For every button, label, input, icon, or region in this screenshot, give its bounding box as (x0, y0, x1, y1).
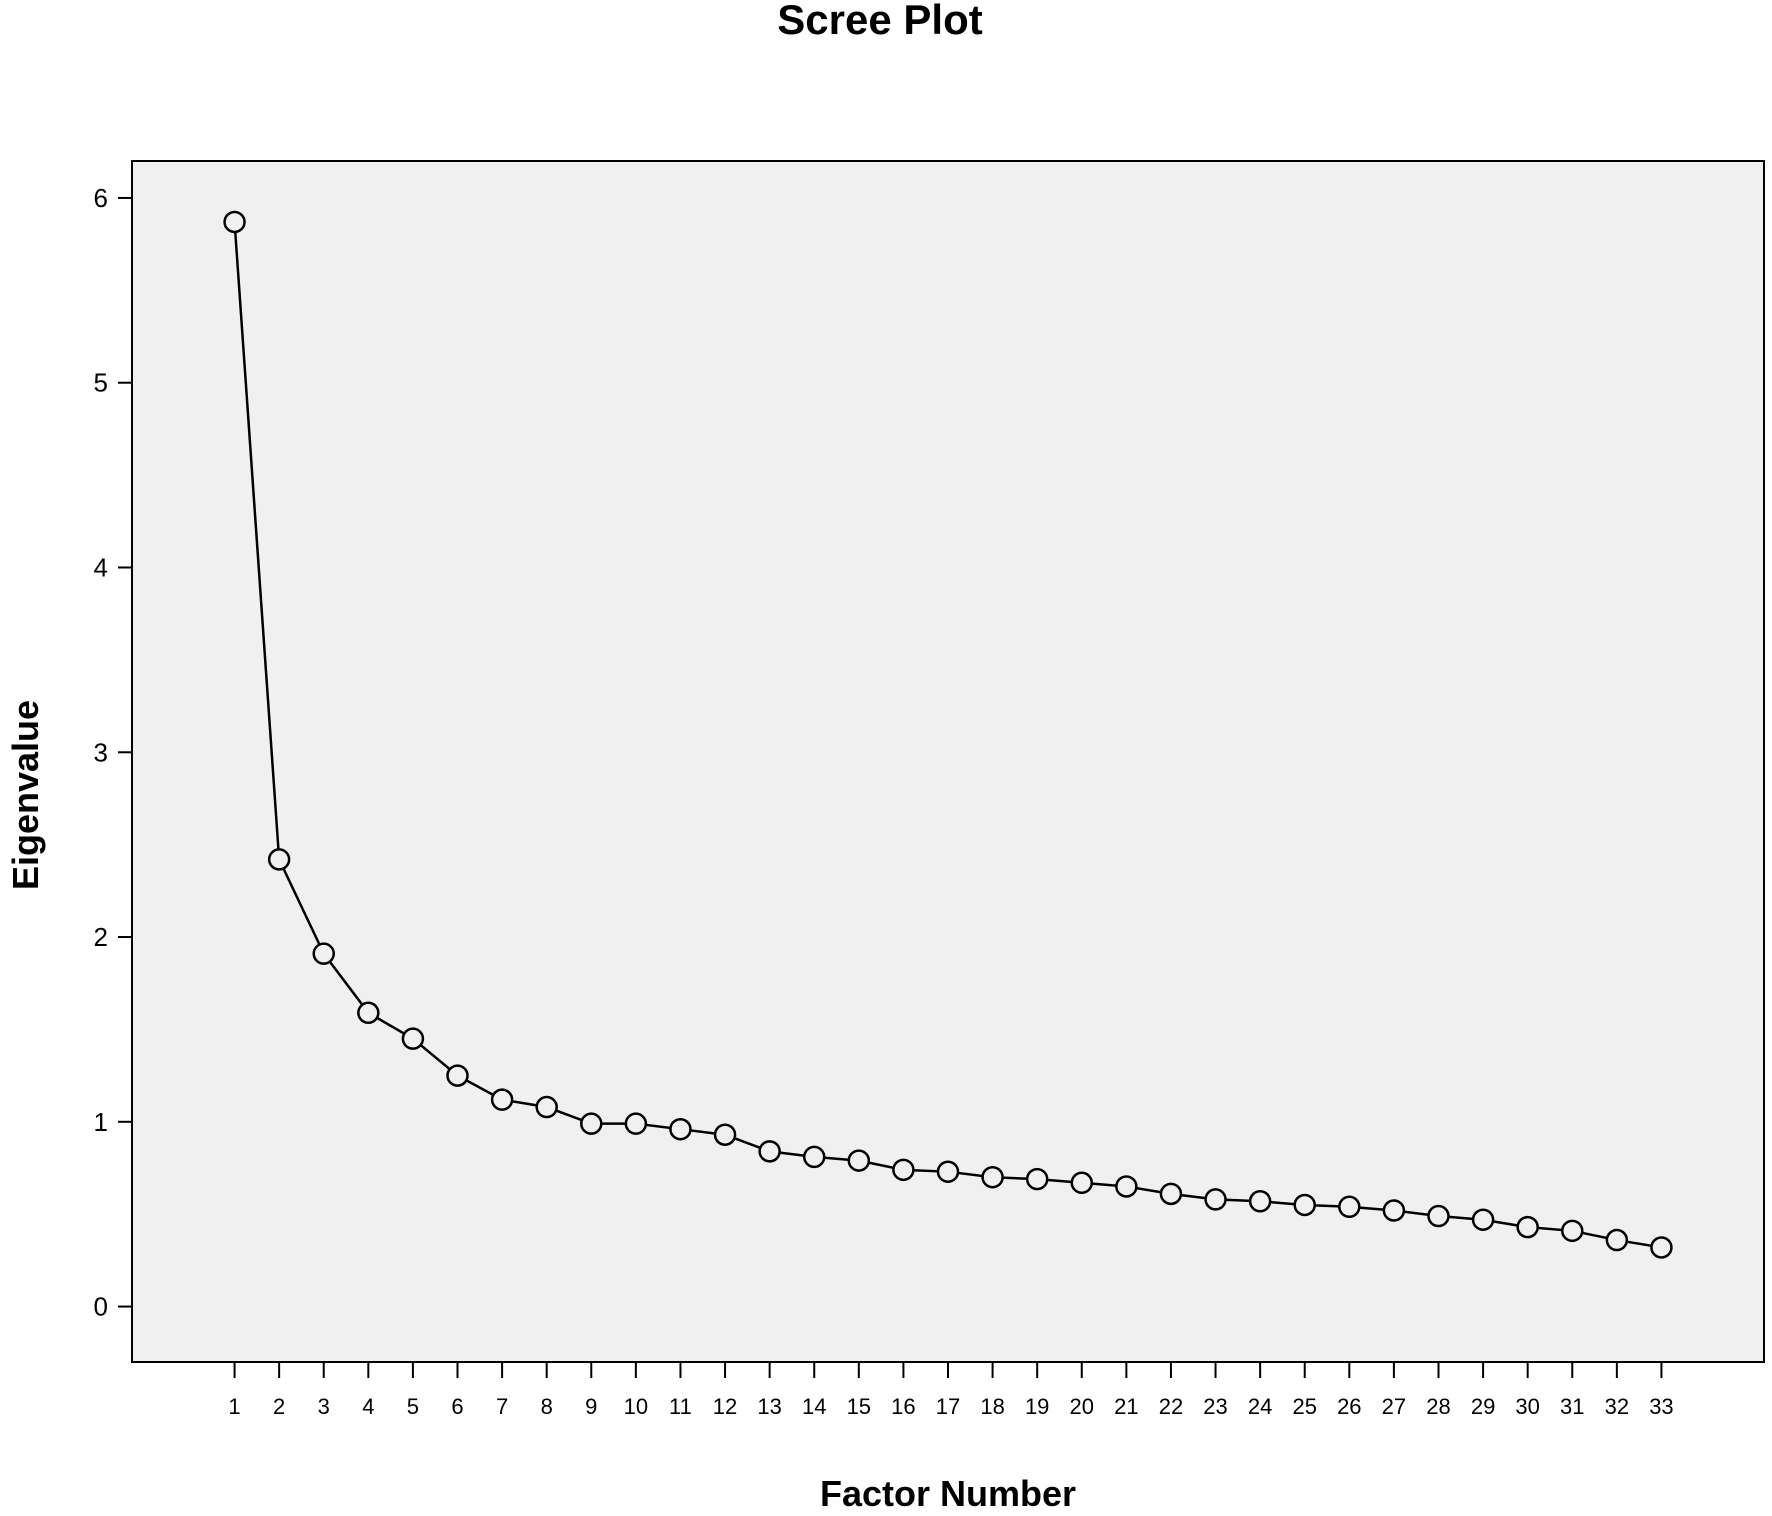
y-axis: 0 1 2 3 4 5 6 (94, 183, 132, 1322)
y-tick-label: 4 (94, 552, 108, 582)
x-tick-label: 17 (936, 1394, 960, 1419)
x-tick-label: 8 (541, 1394, 553, 1419)
x-tick-label: 7 (496, 1394, 508, 1419)
x-tick-label: 15 (847, 1394, 871, 1419)
data-points (223, 210, 1673, 1259)
data-point (713, 1123, 737, 1146)
x-tick-label: 11 (669, 1394, 692, 1419)
x-tick-label: 29 (1471, 1394, 1495, 1419)
x-tick-label: 21 (1114, 1394, 1138, 1419)
data-point (223, 210, 246, 234)
x-tick-label: 25 (1292, 1394, 1316, 1419)
data-point (1070, 1171, 1094, 1195)
x-tick-label: 27 (1382, 1394, 1406, 1419)
x-tick-label: 6 (451, 1394, 463, 1419)
x-tick-label: 12 (713, 1394, 737, 1419)
y-tick-label: 2 (94, 922, 108, 952)
data-point (1382, 1199, 1406, 1222)
data-point (1204, 1188, 1227, 1211)
x-tick-label: 26 (1337, 1394, 1361, 1419)
data-point (1605, 1228, 1629, 1252)
y-axis-label: Eigenvalue (5, 700, 46, 890)
data-point (1561, 1219, 1584, 1243)
y-tick-label: 6 (94, 183, 108, 213)
x-axis-label: Factor Number (820, 1473, 1076, 1514)
data-point (1427, 1204, 1450, 1228)
x-tick-label: 14 (802, 1394, 826, 1419)
x-tick-label: 31 (1560, 1394, 1584, 1419)
x-tick-label: 32 (1605, 1394, 1629, 1419)
data-point (1248, 1190, 1272, 1213)
x-tick-label: 16 (891, 1394, 915, 1419)
y-tick-label: 0 (94, 1292, 108, 1322)
x-tick-label: 23 (1203, 1394, 1227, 1419)
data-point (1293, 1193, 1316, 1217)
data-point (1115, 1175, 1138, 1198)
data-point (847, 1149, 871, 1172)
x-tick-label: 30 (1515, 1394, 1539, 1419)
data-point (1650, 1236, 1673, 1259)
x-tick-label: 22 (1159, 1394, 1183, 1419)
x-tick-label: 2 (273, 1394, 285, 1419)
x-tick-label: 13 (757, 1394, 781, 1419)
x-tick-label: 33 (1649, 1394, 1673, 1419)
data-point (981, 1165, 1004, 1189)
x-tick-label: 18 (980, 1394, 1004, 1419)
data-point (535, 1095, 558, 1119)
x-tick-label: 4 (362, 1394, 374, 1419)
data-point (1025, 1167, 1049, 1191)
data-point (1159, 1182, 1183, 1206)
x-tick-label: 3 (318, 1394, 330, 1419)
x-tick-label: 10 (624, 1394, 648, 1419)
x-axis: 1 2 3 4 5 6 7 8 9 10 11 12 13 14 15 16 17 18 19 20 21 22 23 24 2… (228, 1362, 1674, 1419)
x-tick-label: 1 (228, 1394, 240, 1419)
data-point (446, 1064, 469, 1087)
data-point (936, 1160, 960, 1183)
data-point (1471, 1208, 1495, 1231)
data-point (624, 1112, 648, 1135)
data-point (669, 1117, 692, 1141)
data-point (580, 1112, 603, 1135)
x-tick-label: 20 (1070, 1394, 1094, 1419)
data-point (1338, 1195, 1361, 1219)
data-point (1516, 1215, 1539, 1239)
x-tick-label: 24 (1248, 1394, 1272, 1419)
x-tick-label: 19 (1025, 1394, 1049, 1419)
y-tick-label: 3 (94, 737, 108, 767)
data-point (401, 1027, 425, 1050)
x-tick-label: 9 (585, 1394, 597, 1419)
chart-title: Scree Plot (777, 0, 982, 43)
data-point (312, 942, 335, 965)
data-point (357, 1001, 380, 1025)
x-tick-label: 5 (407, 1394, 419, 1419)
data-point (892, 1158, 915, 1182)
data-point (490, 1088, 514, 1111)
y-tick-label: 5 (94, 368, 108, 398)
data-point (802, 1145, 826, 1169)
data-point (267, 848, 291, 871)
y-tick-label: 1 (94, 1107, 108, 1137)
data-point (758, 1140, 781, 1163)
x-tick-label: 28 (1426, 1394, 1450, 1419)
